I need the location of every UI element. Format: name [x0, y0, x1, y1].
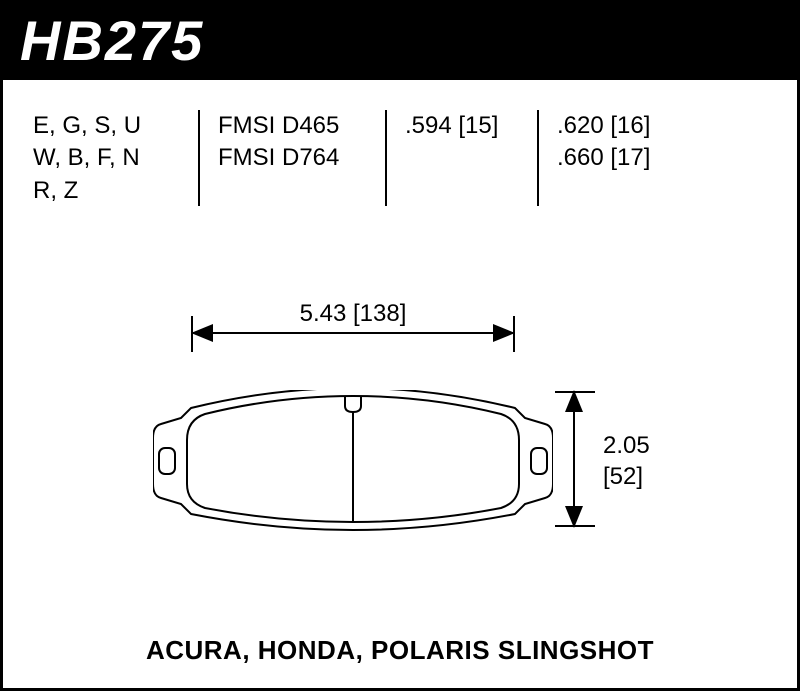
thickness2-col: .620 [16] .660 [17] — [539, 110, 699, 175]
height-in: 2.05 — [603, 432, 650, 459]
fmsi-line: FMSI D764 — [218, 142, 367, 174]
fmsi-col: FMSI D465 FMSI D764 — [200, 110, 385, 175]
spec-row: E, G, S, U W, B, F, N R, Z FMSI D465 FMS… — [33, 110, 767, 207]
height-label: 2.05 [52] — [603, 430, 650, 492]
compounds-line: W, B, F, N — [33, 142, 180, 174]
arrow-right-icon — [493, 324, 515, 342]
applications-label: ACURA, HONDA, POLARIS SLINGSHOT — [3, 635, 797, 666]
thickness-line: .660 [17] — [557, 142, 681, 174]
tick — [513, 316, 515, 352]
arrow-up-icon — [565, 390, 583, 412]
part-number: HB275 — [20, 8, 204, 73]
tick — [555, 525, 595, 527]
width-arrow-line — [193, 332, 513, 334]
compounds-col: E, G, S, U W, B, F, N R, Z — [33, 110, 198, 207]
diagram-area: 5.43 [138] — [3, 280, 797, 610]
brake-pad-outline — [153, 390, 553, 540]
thickness1-col: .594 [15] — [387, 110, 537, 142]
thickness-line: .620 [16] — [557, 110, 681, 142]
arrow-left-icon — [191, 324, 213, 342]
thickness-line: .594 [15] — [405, 110, 519, 142]
height-mm: [52] — [603, 463, 643, 490]
height-arrow — [573, 392, 575, 526]
main-panel: E, G, S, U W, B, F, N R, Z FMSI D465 FMS… — [0, 80, 800, 691]
width-label: 5.43 [138] — [193, 300, 513, 328]
compounds-line: R, Z — [33, 175, 180, 207]
width-dimension: 5.43 [138] — [193, 300, 513, 334]
header-bar: HB275 — [0, 0, 800, 80]
fmsi-line: FMSI D465 — [218, 110, 367, 142]
compounds-line: E, G, S, U — [33, 110, 180, 142]
